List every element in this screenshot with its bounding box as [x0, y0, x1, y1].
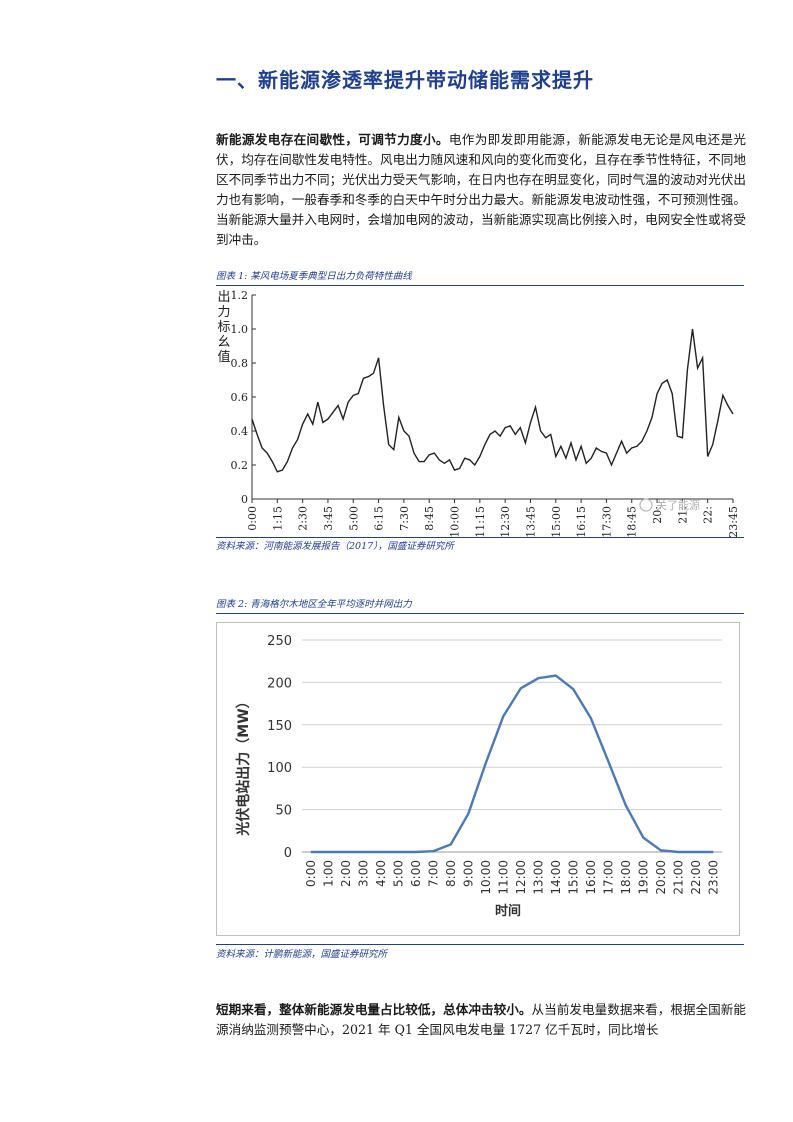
- chart2-x-tick-label: 17:00: [601, 860, 615, 895]
- chart1-y-tick-label: 0.4: [231, 425, 249, 438]
- paragraph-lead: 新能源发电存在间歇性，可调节力度小。: [216, 132, 449, 147]
- chart1-x-tick-label: 7:30: [398, 506, 411, 531]
- figure2-top-rule: [216, 613, 744, 614]
- figure1-caption: 图表 1: 某风电场夏季典型日出力负荷特性曲线: [216, 271, 412, 282]
- section-heading: 一、新能源渗透率提升带动储能需求提升: [216, 68, 594, 92]
- chart2-x-tick-label: 2:00: [339, 860, 353, 887]
- chart2-y-tick-label: 200: [267, 676, 292, 691]
- chart2-y-axis-label: 光伏电站出力（MW）: [235, 694, 252, 836]
- chart2-series-line: [310, 674, 714, 854]
- figure2-caption: 图表 2: 青海格尔木地区全年平均逐时并网出力: [216, 599, 412, 610]
- chart2-x-tick-label: 11:00: [496, 860, 510, 895]
- figure1-source: 资料来源：河南能源发展报告（2017），国盛证券研究所: [216, 541, 454, 552]
- chart1-y-axis-label-char: 力: [217, 305, 230, 320]
- pv-output-chart: 0 50 100 150 200 250 0:00 1:00 2:00 3:00 4:00 5:00…: [216, 622, 740, 936]
- chart2-x-tick-label: 19:00: [636, 860, 650, 895]
- chart1-x-tick-label: 16:15: [575, 506, 588, 537]
- chart1-x-tick-label: 3:45: [322, 506, 335, 531]
- chart2-x-tick-label: 3:00: [356, 860, 370, 887]
- figure1-bottom-rule: [216, 537, 744, 538]
- chart1-x-tick-label: 8:45: [423, 506, 436, 531]
- chart2-y-tick-label: 250: [267, 634, 292, 649]
- chart2-x-tick-label: 4:00: [374, 860, 388, 887]
- wechat-icon: [639, 498, 653, 512]
- chart1-x-tick-label: 13:45: [524, 506, 537, 537]
- chart2-x-axis-label: 时间: [495, 903, 521, 919]
- chart2-gridlines: [302, 639, 722, 853]
- chart1-x-tick-label: 6:15: [373, 506, 386, 531]
- chart1-y-tick-label: 0.8: [231, 357, 249, 370]
- chart2-x-tick-label: 6:00: [409, 860, 423, 887]
- paragraph2-body: 从当前发电量数据来看，根据全国新能源消纳监测预警中心，2021 年 Q1 全国风…: [216, 1002, 747, 1037]
- chart1-x-ticks: 0:00 1:15 2:30 3:45 5:00 6:15 7:30 8:45 10:00 11:…: [246, 499, 740, 537]
- chart2-x-tick-label: 21:00: [671, 860, 685, 895]
- chart2-x-tick-label: 8:00: [444, 860, 458, 887]
- paragraph2-lead: 短期来看，整体新能源发电量占比较低，总体冲击较小。: [216, 1002, 532, 1017]
- chart1-x-tick-label: 2:30: [297, 506, 310, 531]
- paragraph-intermittency: 新能源发电存在间歇性，可调节力度小。电作为即发即用能源，新能源发电无论是风电还是…: [216, 130, 746, 250]
- chart1-x-tick-label: 1:15: [271, 506, 284, 531]
- chart1-x-tick-label: 23:45: [727, 506, 740, 537]
- chart1-y-axis-label-char: 幺: [217, 334, 230, 350]
- chart2-x-tick-label: 15:00: [566, 860, 580, 895]
- figure2-source: 资料来源：计鹏新能源，国盛证券研究所: [216, 949, 388, 960]
- chart2-x-tick-label: 0:00: [304, 860, 318, 887]
- watermark-text: 关了能源: [656, 498, 700, 512]
- chart1-x-tick-label: 5:00: [347, 506, 360, 531]
- chart1-x-tick-label: 12:30: [499, 506, 512, 537]
- chart2-x-tick-label: 18:00: [619, 860, 633, 895]
- chart2-x-tick-label: 7:00: [426, 860, 440, 887]
- chart1-x-tick-label: 15:00: [550, 506, 563, 537]
- chart1-x-tick-label: 22:: [702, 506, 715, 524]
- chart1-y-axis-label-char: 标: [217, 320, 230, 335]
- chart2-x-tick-label: 1:00: [321, 860, 335, 887]
- chart1-y-axis-label-char: 值: [217, 349, 230, 365]
- figure2-bottom-rule: [216, 944, 744, 945]
- chart1-axes: [251, 295, 733, 500]
- chart2-y-tick-label: 0: [284, 846, 292, 861]
- chart2-y-tick-label: 50: [275, 804, 292, 819]
- chart1-y-tick-label: 0.6: [231, 391, 249, 404]
- chart2-x-tick-label: 14:00: [549, 860, 563, 895]
- chart1-x-tick-label: 0:00: [246, 506, 259, 531]
- chart1-y-axis-label-char: 出: [217, 290, 230, 305]
- chart2-y-tick-label: 150: [267, 719, 292, 734]
- chart2-y-ticks: 0 50 100 150 200 250: [267, 634, 292, 861]
- chart2-x-tick-label: 13:00: [531, 860, 545, 895]
- chart1-y-tick-label: 1.0: [231, 323, 249, 336]
- chart1-y-tick-label: 0.2: [231, 459, 249, 472]
- chart2-x-tick-label: 10:00: [479, 860, 493, 895]
- watermark: 关了能源: [639, 498, 700, 512]
- paragraph-body: 电作为即发即用能源，新能源发电无论是风电还是光伏，均存在间歇性发电特性。风电出力…: [216, 132, 747, 247]
- chart1-y-ticks: 0 0.2 0.4 0.6 0.8 1.0 1.2: [231, 289, 256, 506]
- chart1-y-tick-label: 1.2: [231, 289, 249, 302]
- chart2-x-tick-label: 23:00: [706, 860, 720, 895]
- chart1-x-tick-label: 18:45: [626, 506, 639, 537]
- chart1-x-tick-label: 17:30: [600, 506, 613, 537]
- chart1-x-tick-label: 21:: [676, 506, 689, 524]
- chart1-x-tick-label: 11:15: [474, 506, 487, 537]
- chart1-y-tick-label: 0: [241, 493, 248, 506]
- chart2-x-tick-label: 12:00: [514, 860, 528, 895]
- chart2-x-tick-label: 20:00: [654, 860, 668, 895]
- wind-output-chart: 0 0.2 0.4 0.6 0.8 1.0 1.2 0:00 1:15 2:30 3:45 5:00…: [217, 289, 740, 537]
- chart2-x-ticks: 0:00 1:00 2:00 3:00 4:00 5:00 6:00 7:00 8:00 9:00…: [304, 860, 721, 895]
- chart2-x-tick-label: 22:00: [689, 860, 703, 895]
- figure1-top-rule: [216, 285, 744, 286]
- chart1-x-tick-label: 10:00: [449, 506, 462, 537]
- chart2-x-tick-label: 16:00: [584, 860, 598, 895]
- chart1-series-line: [251, 328, 734, 473]
- chart2-frame: [216, 622, 740, 936]
- paragraph-short-term: 短期来看，整体新能源发电量占比较低，总体冲击较小。从当前发电量数据来看，根据全国…: [216, 1000, 746, 1040]
- chart1-x-tick-label: 20:: [651, 506, 664, 524]
- chart2-x-tick-label: 5:00: [391, 860, 405, 887]
- chart2-x-tick-label: 9:00: [461, 860, 475, 887]
- chart2-y-tick-label: 100: [267, 761, 292, 776]
